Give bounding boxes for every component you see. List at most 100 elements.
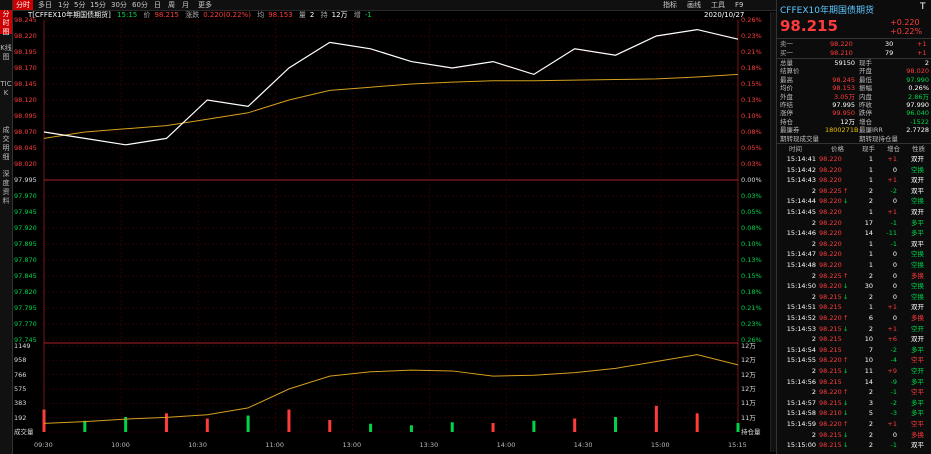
trade-type: 多平 <box>911 377 924 386</box>
price-tick-left: 97.820 <box>14 288 37 296</box>
trade-price: 98.220 <box>819 388 842 397</box>
volume-bar <box>450 422 454 432</box>
tab-intraday[interactable]: 分时图 <box>0 10 12 36</box>
tab-kline[interactable]: K线图 <box>0 44 12 61</box>
period-1min[interactable]: 1分 <box>58 1 70 9</box>
time-tick: 14:30 <box>573 441 593 449</box>
f9-button[interactable]: F9 <box>735 1 744 9</box>
trade-price: 98.225 <box>819 271 842 280</box>
pct-tick-right: 0.13% <box>741 256 762 264</box>
trade-vol: 14 <box>864 229 873 238</box>
period-intraday[interactable]: 分时 <box>13 0 33 10</box>
trade-type: 多平 <box>911 218 924 227</box>
stat-row: 最廉券 1800271B 最廉IRR 2.7728 <box>777 126 931 135</box>
pct-tick-right: 0.08% <box>741 224 762 232</box>
trade-header-price: 价格 <box>831 145 844 153</box>
trade-arrow-icon: ↑ <box>843 356 849 365</box>
trade-row: 15:14:50 98.220 ↓ 30 0 空换 <box>777 281 931 292</box>
ask-diff: +1 <box>917 40 927 48</box>
stat-row: 涨停 99.950 跌停 96.040 <box>777 109 931 118</box>
ask-vol: 30 <box>885 40 894 48</box>
period-30min[interactable]: 30分 <box>111 1 127 9</box>
panel-title: CFFEX10年期国债期货 <box>780 6 874 16</box>
trade-type: 空换 <box>911 282 924 291</box>
trade-type: 空换 <box>911 197 924 206</box>
trade-inc: +9 <box>887 367 897 375</box>
trade-type: 空换 <box>911 292 924 301</box>
stat-value: 2.7728 <box>906 126 929 135</box>
stat-value: 97.990 <box>906 101 929 109</box>
chart-scrollbar[interactable] <box>770 12 777 452</box>
stat-value: 97.995 <box>832 101 855 109</box>
trade-price: 98.220 <box>819 155 842 163</box>
trade-inc: +1 <box>887 420 897 428</box>
trade-vol: 2 <box>868 420 873 428</box>
info-vol-label: 量 <box>298 11 306 19</box>
panel-change-pct: +0.22% <box>890 27 923 36</box>
intraday-chart[interactable] <box>0 0 776 454</box>
tab-tick[interactable]: TICK <box>0 80 12 97</box>
period-more[interactable]: 更多 <box>198 1 212 9</box>
trade-inc: -4 <box>890 356 897 365</box>
bid-vol: 79 <box>885 49 894 57</box>
trade-arrow-icon: ↓ <box>843 430 849 439</box>
period-month[interactable]: 月 <box>182 1 189 9</box>
trade-row: 2 98.220 1 -1 双平 <box>777 239 931 250</box>
price-tick-left: 98.095 <box>14 112 37 120</box>
stat-row: 均价 98.153 振幅 0.26% <box>777 84 931 93</box>
period-multiday[interactable]: 多日 <box>38 1 52 9</box>
time-tick: 09:30 <box>34 441 53 449</box>
tab-depth[interactable]: 深度资料 <box>2 170 10 205</box>
quote-info-line: T[CFFEX10年期国债期货] 15:15 价 98.215 涨跌 0.220(0… <box>28 10 376 20</box>
tools-menu[interactable]: 工具 <box>711 1 725 9</box>
trade-vol: 17 <box>864 218 873 227</box>
trade-header-vol: 现手 <box>862 145 875 153</box>
trade-vol: 1 <box>868 250 873 259</box>
trade-type: 多平 <box>911 398 924 407</box>
trade-time: 2 <box>811 186 816 195</box>
trade-type: 双开 <box>911 303 924 312</box>
trade-vol: 2 <box>868 441 873 450</box>
trade-price: 98.215 <box>819 303 842 312</box>
price-tick-left: 97.970 <box>14 192 37 200</box>
trade-price: 98.210 <box>819 409 842 418</box>
info-change-label: 涨跌 <box>185 11 200 19</box>
trade-row: 15:14:58 98.210 ↓ 5 -3 多平 <box>777 408 931 419</box>
tab-trade-detail[interactable]: 成交明细 <box>2 126 10 161</box>
trade-price: 98.220 <box>819 314 842 322</box>
stat-key: 昨收 <box>859 101 872 109</box>
trade-time: 15:14:59 <box>786 420 816 428</box>
stat-key: 涨停 <box>780 109 793 118</box>
volume-bar <box>124 417 128 432</box>
trade-row: 15:14:59 98.220 ↑ 2 +1 空平 <box>777 419 931 430</box>
trade-price: 98.220 <box>819 261 842 269</box>
last-price: 98.215 <box>780 17 838 35</box>
trade-row: 15:14:42 98.220 1 0 空换 <box>777 165 931 176</box>
instrument-code: T[CFFEX10年期国债期货] <box>28 11 111 19</box>
trade-time: 15:14:44 <box>786 197 816 206</box>
drawing-menu[interactable]: 画线 <box>687 1 701 9</box>
volume-bar <box>654 405 658 432</box>
period-60min[interactable]: 60分 <box>132 1 148 9</box>
period-week[interactable]: 周 <box>168 1 175 9</box>
trade-time: 15:14:42 <box>786 165 816 174</box>
trade-header-row: 时间 价格 现手 增仓 性质 <box>777 145 931 154</box>
pct-tick-right: 0.21% <box>741 48 762 56</box>
trade-inc: 0 <box>892 282 897 291</box>
stat-value: 59150 <box>834 59 855 67</box>
period-day[interactable]: 日 <box>154 1 161 9</box>
price-tick-left: 98.220 <box>14 32 37 40</box>
trade-vol: 2 <box>868 271 873 280</box>
period-5min[interactable]: 5分 <box>74 1 86 9</box>
stat-value: 0.26% <box>908 84 929 93</box>
stat-key: 最高 <box>780 75 793 84</box>
trade-price: 98.220 <box>819 420 842 428</box>
pct-tick-right: 0.23% <box>741 32 762 40</box>
stat-key: 振幅 <box>859 84 872 93</box>
stat-row: 持仓 12万 增仓 -1522 <box>777 118 931 127</box>
trade-row: 15:14:48 98.220 1 0 空换 <box>777 260 931 271</box>
trade-inc: 0 <box>892 261 897 269</box>
period-15min[interactable]: 15分 <box>90 1 106 9</box>
left-tab-bar: 分时图 K线图 TICK 成交明细 深度资料 <box>0 0 13 454</box>
indicator-menu[interactable]: 指标 <box>663 1 677 9</box>
